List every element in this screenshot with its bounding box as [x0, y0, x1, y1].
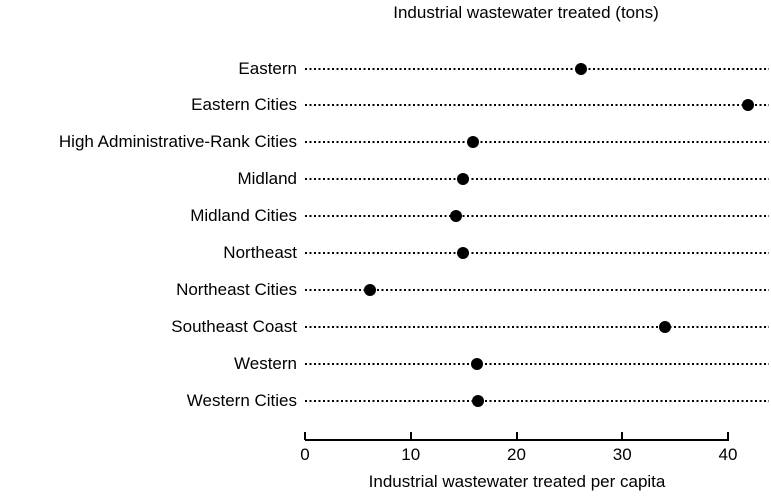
dotted-guide-line [305, 67, 769, 70]
axis-tick-mark [409, 432, 412, 440]
data-point-dot [456, 173, 469, 186]
x-axis: 0 10 20 30 40 [300, 432, 737, 472]
chart-row: Midland Cities [0, 197, 771, 234]
axis-tick-mark [727, 432, 729, 440]
dotted-guide-line [305, 252, 769, 254]
axis-tick-mark [515, 432, 518, 440]
dotted-guide-line [305, 178, 769, 181]
data-point-dot [456, 247, 469, 259]
dotted-guide-line [305, 215, 769, 218]
axis-tick-label: 30 [612, 445, 632, 464]
chart-row: Northeast Cities [0, 271, 771, 308]
dotted-guide-line [305, 325, 769, 328]
x-axis-label: Industrial wastewater treated per capita [368, 472, 666, 491]
chart-row: Western Cities [0, 382, 771, 419]
axis-tick-label: 10 [401, 445, 421, 464]
chart-row: Midland [0, 160, 771, 197]
data-point-dot [575, 62, 587, 75]
axis-tick-label: 40 [718, 445, 738, 464]
category-label: High Administrative-Rank Cities [58, 132, 297, 152]
chart-row: Southeast Coast [0, 308, 771, 345]
chart-row: High Administrative-Rank Cities [0, 123, 771, 160]
chart-row: Eastern [0, 50, 771, 87]
category-label: Southeast Coast [171, 316, 297, 336]
category-label: Northeast [223, 243, 297, 262]
axis-tick-mark [621, 432, 624, 440]
category-label: Midland Cities [190, 206, 297, 226]
data-point-dot [467, 136, 480, 149]
dotted-guide-line [305, 141, 769, 144]
chart-row: Western [0, 345, 771, 382]
category-label: Eastern Cities [191, 95, 297, 115]
axis-tick-label: 20 [507, 445, 526, 464]
category-label: Northeast Cities [176, 279, 297, 299]
category-label: Western Cities [186, 390, 297, 410]
dotted-guide-line [305, 362, 769, 365]
data-point-dot [472, 394, 485, 407]
dotted-guide-line [305, 104, 769, 107]
x-axis-line [305, 439, 729, 441]
dotted-guide-line [305, 399, 769, 402]
axis-tick-mark [304, 432, 306, 440]
axis-tick-label: 0 [300, 445, 310, 464]
category-label: Western [234, 353, 297, 373]
chart-row: Eastern Cities [0, 86, 771, 123]
data-point-dot [471, 357, 484, 370]
category-label: Midland [237, 169, 297, 189]
chart-title: Industrial wastewater treated (tons) [393, 3, 659, 22]
chart-row: Northeast [0, 234, 771, 271]
data-point-dot [450, 210, 463, 223]
category-label: Eastern [238, 58, 297, 78]
data-point-dot [363, 283, 376, 296]
dotted-guide-line [305, 288, 769, 291]
data-point-dot [658, 320, 671, 333]
data-point-dot [742, 99, 755, 112]
